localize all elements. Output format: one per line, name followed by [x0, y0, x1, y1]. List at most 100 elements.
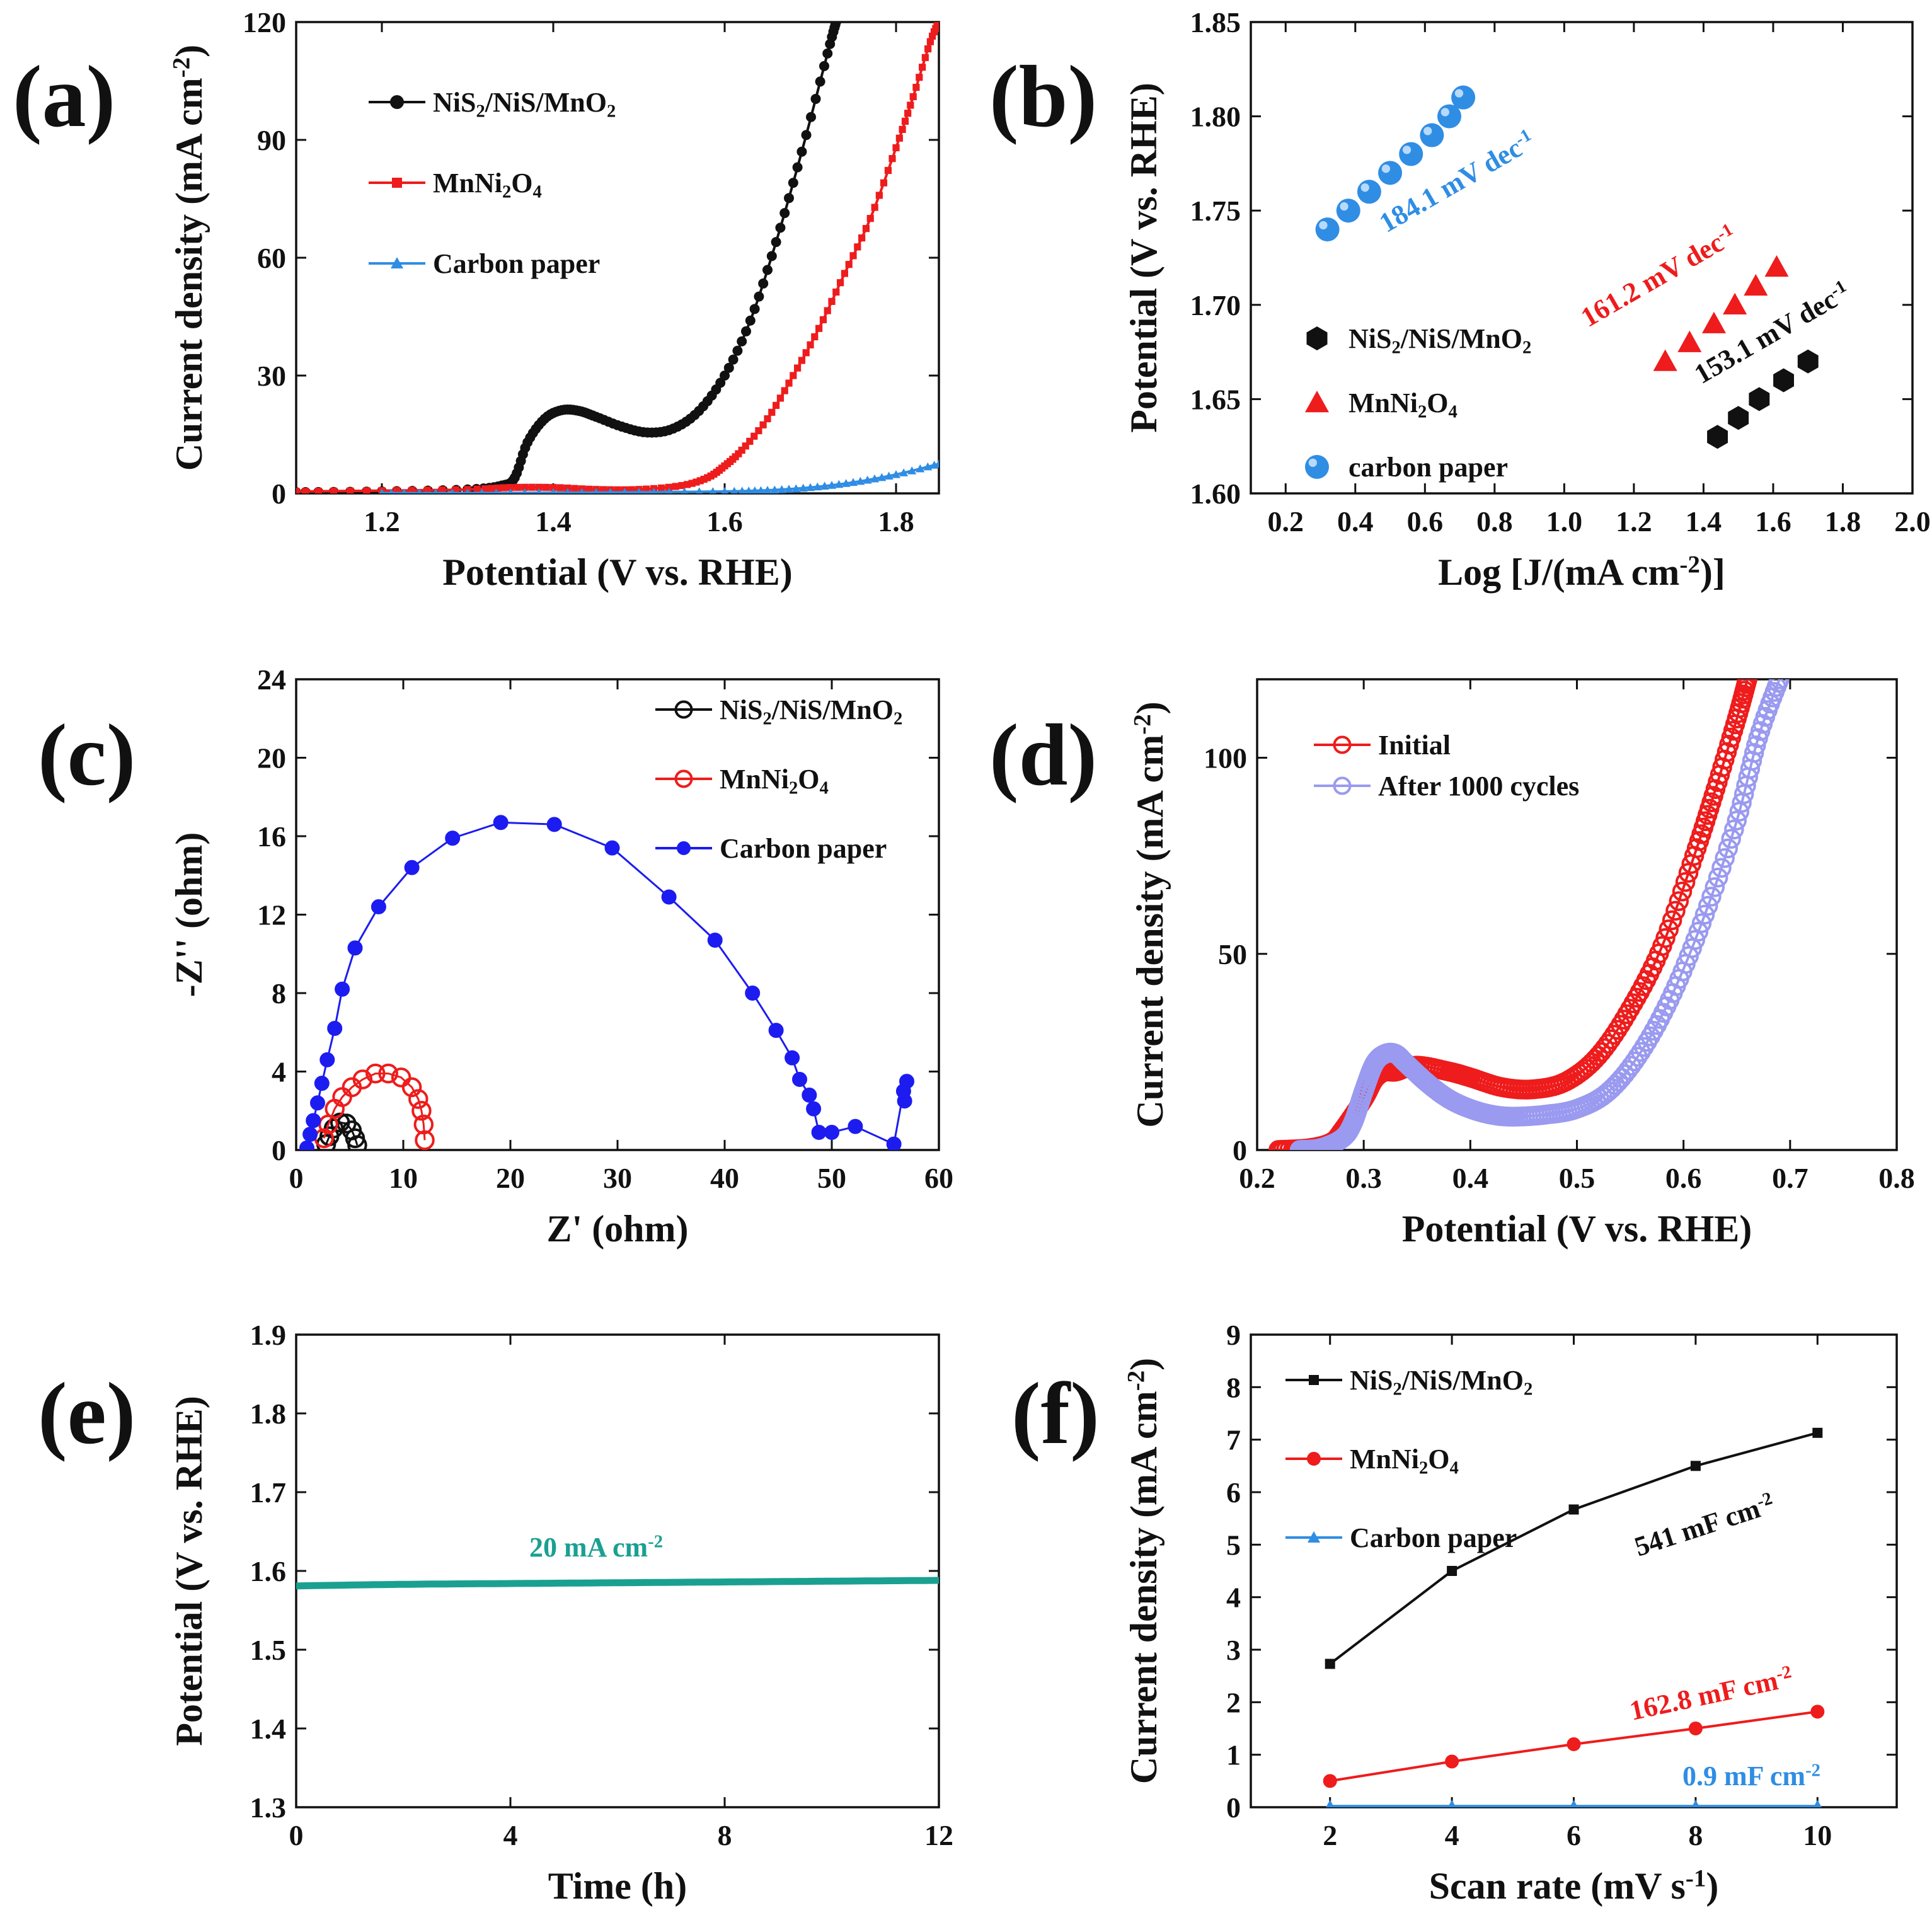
- data-point: [310, 1095, 325, 1111]
- data-point: [352, 1069, 373, 1090]
- data-point: [791, 484, 801, 493]
- data-point: [439, 486, 446, 493]
- panel-label: (a): [13, 48, 115, 146]
- data-point: [709, 487, 716, 493]
- data-point: [404, 860, 420, 875]
- data-point: [528, 483, 536, 491]
- y-tick-label: 1: [1226, 1739, 1241, 1771]
- series-carbon-paper: [299, 815, 914, 1150]
- data-point: [1685, 929, 1706, 950]
- x-tick-label: 20: [496, 1162, 525, 1194]
- data-point: [820, 481, 829, 490]
- data-point: [494, 484, 502, 492]
- data-point: [815, 325, 823, 332]
- data-point: [1688, 921, 1709, 942]
- x-axis-label: Time (h): [548, 1865, 687, 1907]
- data-point: [897, 1093, 912, 1109]
- x-tick-label: 4: [503, 1819, 518, 1851]
- data-point: [824, 1124, 839, 1140]
- data-point: [758, 278, 769, 289]
- data-point: [730, 486, 739, 493]
- data-point: [1357, 180, 1381, 204]
- data-point: [1769, 679, 1790, 689]
- data-point: [792, 1071, 807, 1087]
- data-point: [607, 488, 614, 493]
- data-point: [802, 1087, 817, 1103]
- data-point: [764, 415, 771, 423]
- data-point: [892, 144, 900, 152]
- data-point: [886, 1136, 902, 1150]
- data-point: [738, 486, 746, 493]
- legend-marker: [677, 841, 691, 855]
- data-point: [319, 1052, 335, 1067]
- data-point: [1698, 895, 1718, 916]
- data-point: [488, 485, 495, 492]
- data-point: [1727, 810, 1747, 831]
- x-tick-label: 0.2: [1268, 505, 1304, 538]
- data-point: [1378, 161, 1403, 185]
- data-point: [1653, 349, 1677, 371]
- y-tick-label: 1.7: [250, 1476, 287, 1509]
- data-point: [907, 466, 917, 474]
- y-tick-label: 1.5: [250, 1634, 287, 1666]
- data-point: [912, 84, 920, 91]
- data-point: [766, 251, 777, 262]
- data-point: [759, 421, 767, 428]
- data-point: [1702, 311, 1726, 333]
- data-point: [929, 32, 936, 40]
- legend-label: NiS2/NiS/MnO2: [720, 694, 902, 729]
- data-point: [801, 130, 812, 141]
- data-point: [1570, 1800, 1578, 1807]
- data-point: [1568, 1504, 1579, 1515]
- data-point: [507, 488, 514, 493]
- panel-label: (c): [38, 706, 135, 804]
- data-point: [296, 488, 300, 493]
- data-point: [599, 486, 607, 493]
- y-tick-label: 1.3: [250, 1791, 287, 1824]
- series-carbon-paper: [1315, 85, 1476, 242]
- data-point: [1659, 919, 1679, 940]
- data-point: [330, 487, 338, 493]
- data-point: [1567, 1737, 1581, 1751]
- data-point: [571, 485, 578, 492]
- legend-marker: [1306, 326, 1328, 350]
- data-point: [899, 125, 906, 133]
- legend-label: MnNi2O4: [720, 764, 829, 798]
- data-point: [745, 315, 756, 326]
- data-point: [1701, 887, 1722, 907]
- data-point: [745, 486, 753, 493]
- x-tick-label: 2.0: [1894, 505, 1931, 538]
- x-tick-label: 40: [710, 1162, 739, 1194]
- data-point: [749, 304, 760, 314]
- panel-f: 2 4 6 8 10 0 1 2 3 4 5 6 7 8 9 Scan rate (mV s-1) Curren…: [1011, 1319, 1898, 1907]
- y-tick-label: 90: [257, 124, 286, 156]
- data-point: [849, 252, 857, 260]
- data-point: [811, 1124, 827, 1140]
- y-tick-label: 100: [1204, 742, 1247, 774]
- x-axis-label: Potential (V vs. RHE): [1402, 1208, 1752, 1250]
- data-point: [1711, 858, 1732, 878]
- data-point: [1729, 802, 1750, 822]
- data-point: [314, 487, 322, 493]
- y-axis-label: Potential (V vs. RHE): [1123, 83, 1164, 433]
- data-point: [831, 22, 841, 27]
- data-point: [378, 1063, 398, 1084]
- x-tick-label: 12: [924, 1819, 953, 1851]
- tafel-slope-label: 184.1 mV dec-1: [1374, 125, 1541, 238]
- y-tick-label: 1.4: [250, 1713, 287, 1745]
- data-point: [884, 166, 892, 175]
- data-point: [720, 371, 730, 381]
- series-group: [1323, 1427, 1825, 1807]
- annotations: 20 mA cm-2: [529, 1532, 663, 1563]
- y-tick-label: 3: [1226, 1634, 1241, 1666]
- data-point: [401, 488, 407, 493]
- data-point: [393, 486, 401, 493]
- data-point: [738, 446, 745, 454]
- legend-label: NiS2/NiS/MnO2: [433, 87, 616, 122]
- legend-marker: [391, 257, 403, 268]
- legend-label: Initial: [1378, 730, 1451, 761]
- data-point: [1724, 819, 1744, 840]
- data-point: [750, 486, 759, 493]
- data-point: [1718, 838, 1739, 859]
- series-line: [296, 1577, 939, 1590]
